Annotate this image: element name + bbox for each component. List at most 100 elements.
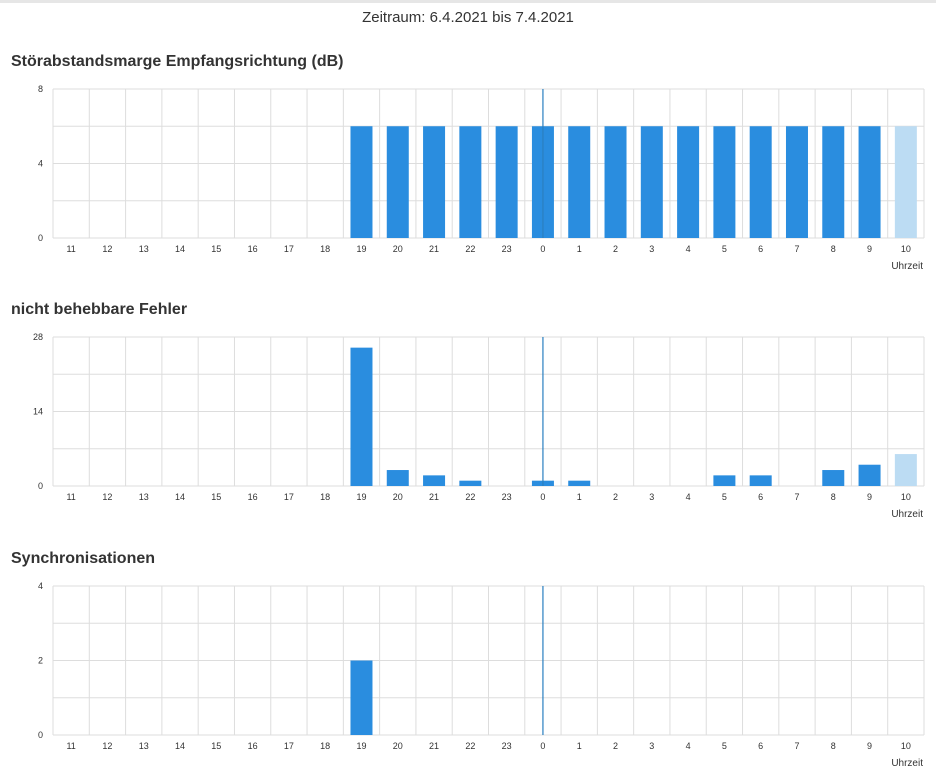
bar (568, 480, 591, 486)
bar (350, 660, 373, 735)
x-tick-label: 1 (577, 492, 582, 502)
x-tick-label: 4 (686, 244, 691, 254)
x-tick-label: 14 (175, 741, 185, 751)
x-tick-label: 13 (139, 244, 149, 254)
bar (894, 454, 917, 486)
x-tick-label: 0 (540, 741, 545, 751)
x-tick-label: 15 (211, 741, 221, 751)
y-tick-label: 4 (38, 159, 43, 169)
bar (858, 464, 881, 486)
x-tick-label: 3 (649, 244, 654, 254)
bar (386, 470, 409, 486)
x-tick-label: 9 (867, 741, 872, 751)
x-tick-label: 6 (758, 492, 763, 502)
x-tick-label: 10 (901, 741, 911, 751)
x-tick-label: 6 (758, 741, 763, 751)
x-tick-label: 19 (356, 244, 366, 254)
x-tick-label: 10 (901, 244, 911, 254)
x-tick-label: 19 (356, 492, 366, 502)
chart-title-snr-margin: Störabstandsmarge Empfangsrichtung (dB) (11, 53, 344, 70)
x-tick-label: 7 (794, 492, 799, 502)
bar (713, 475, 736, 486)
x-tick-label: 4 (686, 741, 691, 751)
bar (858, 126, 881, 238)
x-tick-label: 22 (465, 741, 475, 751)
x-tick-label: 1 (577, 741, 582, 751)
x-tick-label: 12 (102, 244, 112, 254)
x-tick-label: 8 (831, 741, 836, 751)
x-tick-label: 20 (393, 741, 403, 751)
x-tick-label: 4 (686, 492, 691, 502)
x-tick-label: 19 (356, 741, 366, 751)
bar (568, 126, 591, 238)
bar (749, 126, 772, 238)
y-tick-label: 14 (33, 407, 43, 417)
bar (459, 480, 482, 486)
y-tick-label: 4 (38, 581, 43, 591)
x-tick-label: 11 (66, 244, 75, 254)
x-axis-label: Uhrzeit (891, 758, 923, 769)
x-tick-label: 13 (139, 741, 149, 751)
bar (495, 126, 518, 238)
x-axis-label: Uhrzeit (891, 261, 923, 272)
x-tick-label: 1 (577, 244, 582, 254)
x-tick-label: 8 (831, 244, 836, 254)
x-tick-label: 23 (502, 244, 512, 254)
x-tick-label: 14 (175, 244, 185, 254)
x-tick-label: 22 (465, 244, 475, 254)
x-tick-label: 2 (613, 741, 618, 751)
bar (894, 126, 917, 238)
x-tick-label: 10 (901, 492, 911, 502)
x-tick-label: 11 (66, 741, 75, 751)
x-tick-label: 20 (393, 492, 403, 502)
bar (713, 126, 736, 238)
x-tick-label: 5 (722, 741, 727, 751)
x-tick-label: 16 (248, 492, 258, 502)
y-tick-label: 0 (38, 730, 43, 740)
bar (785, 126, 808, 238)
x-tick-label: 15 (211, 492, 221, 502)
bar (749, 475, 772, 486)
chart-title-uncorrectable-errors: nicht behebbare Fehler (11, 301, 188, 318)
x-tick-label: 18 (320, 492, 330, 502)
bar (822, 470, 845, 486)
bar (350, 347, 373, 486)
x-tick-label: 17 (284, 741, 294, 751)
x-axis-label: Uhrzeit (891, 509, 923, 520)
x-tick-label: 6 (758, 244, 763, 254)
x-tick-label: 3 (649, 741, 654, 751)
x-tick-label: 15 (211, 244, 221, 254)
x-tick-label: 22 (465, 492, 475, 502)
bar (604, 126, 627, 238)
x-tick-label: 17 (284, 244, 294, 254)
bar (822, 126, 845, 238)
x-tick-label: 17 (284, 492, 294, 502)
x-tick-label: 21 (429, 244, 439, 254)
x-tick-label: 20 (393, 244, 403, 254)
y-tick-label: 2 (38, 656, 43, 666)
top-divider (0, 0, 936, 3)
bar (423, 475, 446, 486)
x-tick-label: 0 (540, 492, 545, 502)
y-tick-label: 0 (38, 233, 43, 243)
x-tick-label: 7 (794, 244, 799, 254)
x-tick-label: 16 (248, 741, 258, 751)
x-tick-label: 3 (649, 492, 654, 502)
x-tick-label: 8 (831, 492, 836, 502)
bar (423, 126, 446, 238)
bar (677, 126, 700, 238)
period-label: Zeitraum: 6.4.2021 bis 7.4.2021 (362, 9, 574, 26)
x-tick-label: 5 (722, 244, 727, 254)
y-tick-label: 0 (38, 481, 43, 491)
x-tick-label: 18 (320, 741, 330, 751)
x-tick-label: 11 (66, 492, 75, 502)
x-tick-label: 12 (102, 492, 112, 502)
x-tick-label: 21 (429, 741, 439, 751)
x-tick-label: 2 (613, 244, 618, 254)
bar (350, 126, 373, 238)
x-tick-label: 13 (139, 492, 149, 502)
x-tick-label: 14 (175, 492, 185, 502)
